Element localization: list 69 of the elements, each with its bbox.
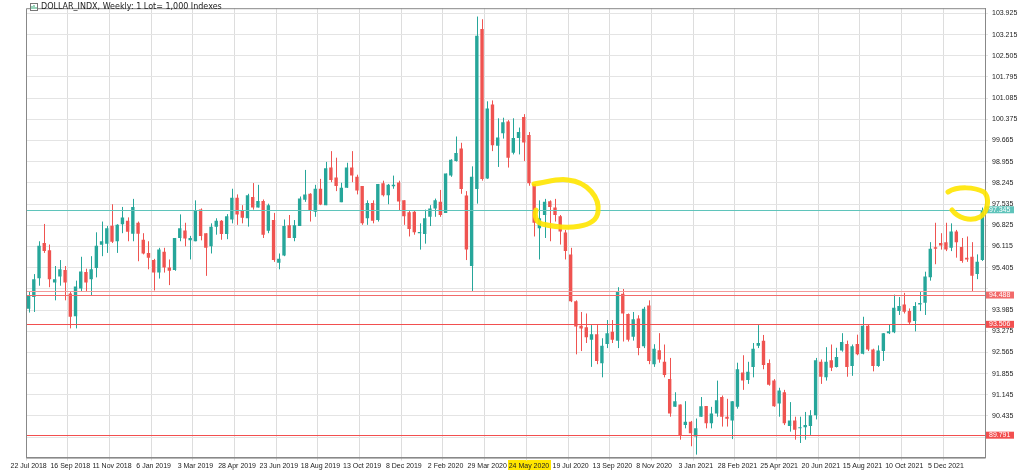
- candlestick: [605, 319, 609, 349]
- candlestick: [136, 221, 140, 262]
- candlestick: [548, 199, 552, 242]
- candlestick: [105, 225, 109, 254]
- candlestick: [209, 222, 213, 254]
- candlestick: [871, 348, 875, 372]
- candlestick: [949, 222, 953, 252]
- candlestick: [589, 324, 594, 368]
- candlestick: [251, 182, 255, 211]
- candlestick: [110, 203, 114, 244]
- candlestick: [230, 188, 234, 224]
- candlestick: [89, 255, 93, 297]
- candlestick: [99, 221, 104, 257]
- candlestick: [933, 222, 938, 265]
- candlestick: [152, 258, 156, 291]
- candlestick: [746, 361, 750, 385]
- candlestick: [396, 180, 401, 212]
- candlestick: [308, 192, 312, 223]
- candlestick: [756, 324, 760, 349]
- candlestick: [495, 117, 500, 168]
- candlestick: [975, 253, 979, 280]
- candlestick: [204, 232, 208, 277]
- candlestick: [829, 344, 833, 372]
- candlestick: [58, 259, 62, 287]
- candlestick: [918, 290, 922, 312]
- candlestick: [511, 117, 516, 155]
- candlestick: [433, 198, 437, 218]
- candlestick: [162, 247, 166, 274]
- candlestick: [652, 343, 656, 368]
- candlestick: [944, 222, 948, 252]
- candlestick: [803, 411, 807, 441]
- candlestick: [188, 235, 192, 260]
- candlestick: [751, 342, 755, 378]
- candlestick: [63, 265, 67, 301]
- candlestick: [240, 204, 244, 224]
- candlestick: [808, 409, 813, 436]
- candlestick: [970, 241, 974, 292]
- candlestick: [730, 400, 734, 440]
- candlestick: [303, 169, 307, 203]
- candlestick: [699, 396, 703, 418]
- candlestick: [428, 204, 432, 227]
- candlestick: [178, 213, 182, 242]
- candlestick: [876, 344, 880, 368]
- candlestick: [845, 340, 849, 378]
- candlestick: [183, 222, 187, 247]
- candlestick: [256, 184, 260, 209]
- candlestick: [720, 395, 724, 428]
- candlestick: [287, 214, 291, 239]
- candlestick: [292, 219, 297, 242]
- candlestick: [454, 136, 458, 163]
- candlestick: [235, 193, 239, 226]
- candlestick: [850, 344, 854, 377]
- candlestick: [516, 127, 521, 155]
- candlestick: [631, 311, 635, 342]
- candlestick: [824, 346, 828, 382]
- candlestick: [146, 240, 151, 270]
- candlestick: [819, 358, 823, 385]
- candlestick: [954, 229, 959, 259]
- chart-title: DOLLAR_INDX, Weekly: 1 Lot= 1,000 Indexes: [41, 2, 222, 11]
- candlestick: [501, 117, 505, 140]
- candlestick: [709, 406, 714, 429]
- candlestick: [120, 206, 125, 234]
- candlestick: [600, 337, 604, 378]
- candlestick: [777, 387, 781, 418]
- candlestick: [157, 247, 161, 280]
- candlestick: [725, 398, 729, 428]
- candlestick: [32, 273, 36, 313]
- candlestick: [798, 416, 802, 444]
- candlestick: [84, 268, 88, 293]
